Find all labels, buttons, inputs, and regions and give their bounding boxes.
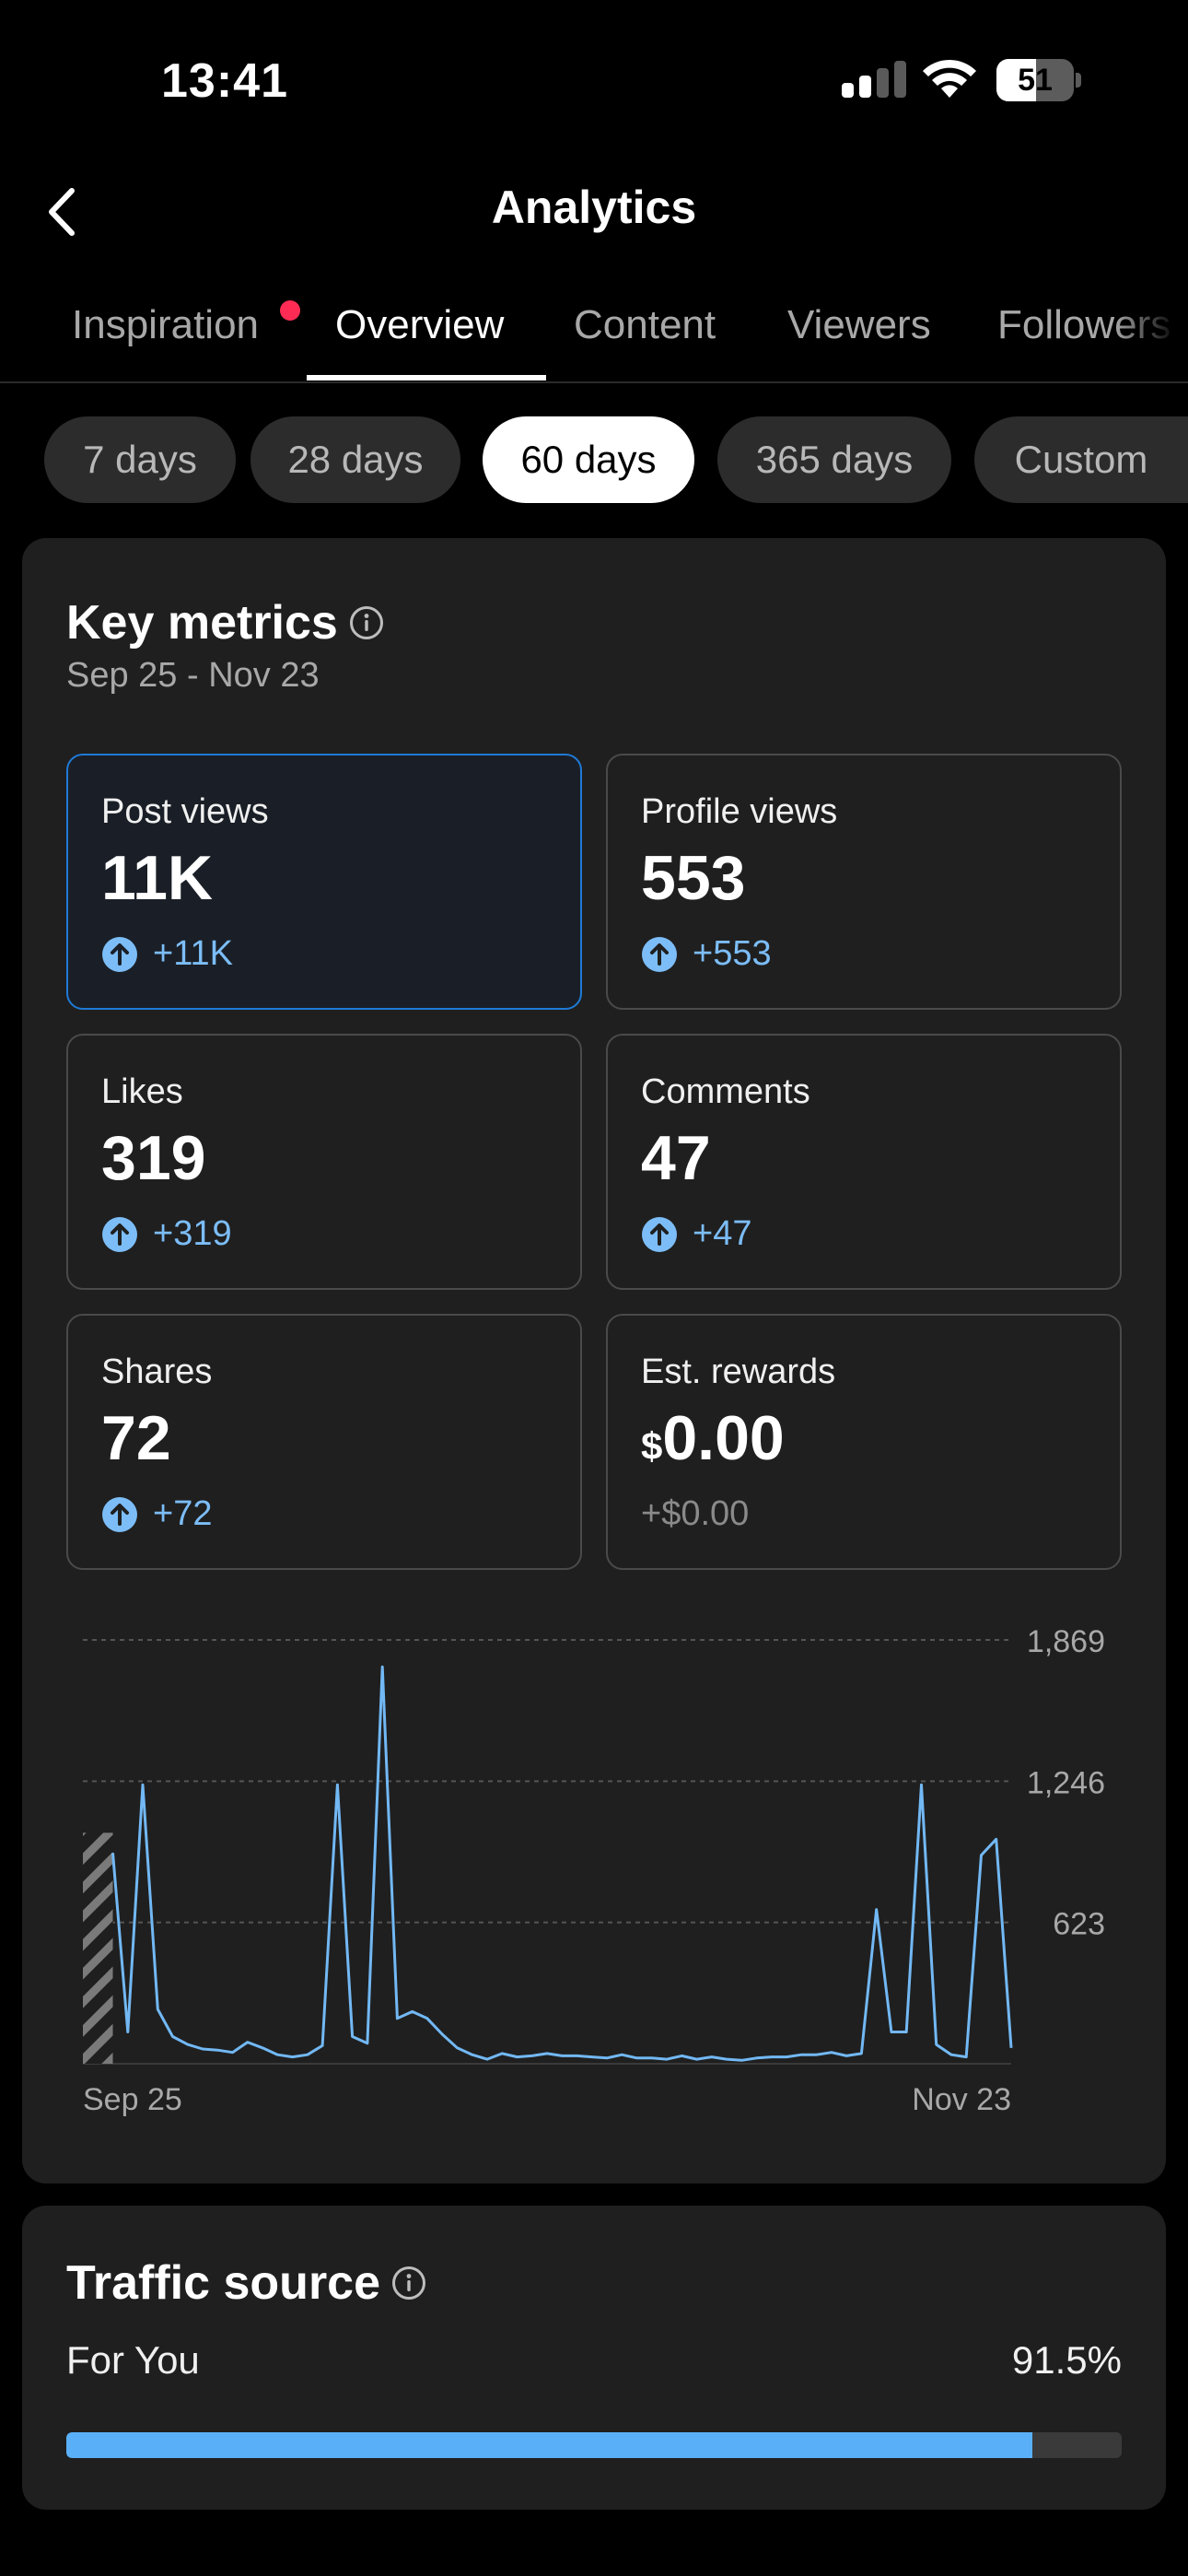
chart-y-tick-label: 623 bbox=[1053, 1907, 1105, 1942]
tab-overview[interactable]: Overview bbox=[335, 302, 505, 347]
chart-y-tick-label: 1,869 bbox=[1027, 1624, 1105, 1659]
metric-shares[interactable]: Shares 72 +72 bbox=[66, 1314, 582, 1570]
notification-dot bbox=[280, 300, 300, 321]
active-tab-indicator bbox=[307, 375, 546, 381]
post-views-chart: 1,869 1,246 623 Sep 25 Nov 23 bbox=[83, 1624, 1105, 2117]
metric-delta: +553 bbox=[641, 934, 772, 974]
metric-est-rewards[interactable]: Est. rewards $0.00 +$0.00 bbox=[606, 1314, 1122, 1570]
metric-delta: +11K bbox=[101, 934, 233, 974]
info-icon[interactable] bbox=[390, 2265, 427, 2301]
range-custom[interactable]: Custom bbox=[974, 416, 1188, 503]
traffic-source-bar bbox=[66, 2432, 1122, 2458]
metric-delta: +$0.00 bbox=[641, 1494, 749, 1534]
range-365-days[interactable]: 365 days bbox=[717, 416, 951, 503]
chart-y-tick-label: 1,246 bbox=[1027, 1765, 1105, 1800]
page-title: Analytics bbox=[491, 181, 697, 233]
metric-label: Likes bbox=[101, 1072, 183, 1111]
status-bar: 13:41 51 bbox=[0, 0, 1188, 157]
key-metrics-card: Key metrics Sep 25 - Nov 23 Post views 1… bbox=[22, 538, 1166, 2184]
key-metrics-title: Key metrics bbox=[66, 596, 338, 650]
range-28-days[interactable]: 28 days bbox=[250, 416, 460, 503]
metric-comments[interactable]: Comments 47 +47 bbox=[606, 1034, 1122, 1290]
traffic-source-card: Traffic source For You 91.5% bbox=[22, 2206, 1166, 2510]
tabs-fade bbox=[1114, 267, 1188, 369]
metric-label: Est. rewards bbox=[641, 1352, 836, 1391]
metric-value: $0.00 bbox=[641, 1402, 785, 1474]
metric-delta-text: +$0.00 bbox=[641, 1494, 750, 1533]
info-icon[interactable] bbox=[348, 604, 385, 641]
metric-value: 72 bbox=[101, 1403, 171, 1473]
traffic-source-title: Traffic source bbox=[66, 2256, 381, 2310]
metric-value: 319 bbox=[101, 1123, 206, 1193]
tab-content[interactable]: Content bbox=[574, 302, 716, 347]
metric-label: Post views bbox=[101, 792, 269, 831]
metric-delta-text: +72 bbox=[153, 1494, 213, 1533]
metric-delta-text: +319 bbox=[153, 1214, 232, 1253]
chart-no-data-region bbox=[83, 1832, 113, 2064]
metric-delta-text: +47 bbox=[693, 1214, 752, 1253]
metric-post-views[interactable]: Post views 11K +11K bbox=[66, 754, 582, 1010]
date-range: Sep 25 - Nov 23 bbox=[66, 656, 320, 695]
metric-delta-text: +11K bbox=[153, 934, 233, 973]
currency-symbol: $ bbox=[641, 1424, 663, 1468]
range-60-days[interactable]: 60 days bbox=[483, 416, 694, 503]
metric-value: 553 bbox=[641, 843, 746, 913]
metric-likes[interactable]: Likes 319 +319 bbox=[66, 1034, 582, 1290]
traffic-source-label: For You bbox=[66, 2338, 200, 2382]
metric-label: Profile views bbox=[641, 792, 838, 831]
arrow-up-circle-icon bbox=[102, 936, 137, 972]
metric-delta-text: +553 bbox=[693, 934, 772, 973]
metric-delta: +72 bbox=[101, 1494, 212, 1534]
wifi-icon bbox=[923, 59, 976, 98]
battery-icon: 51 bbox=[996, 59, 1081, 101]
range-7-days[interactable]: 7 days bbox=[44, 416, 236, 503]
metric-delta: +47 bbox=[641, 1214, 751, 1254]
metric-value-number: 0.00 bbox=[662, 1403, 785, 1473]
arrow-up-circle-icon bbox=[102, 1496, 137, 1532]
arrow-up-circle-icon bbox=[642, 1216, 677, 1252]
metric-label: Shares bbox=[101, 1352, 213, 1391]
traffic-source-value: 91.5% bbox=[1011, 2338, 1122, 2382]
cellular-signal-icon bbox=[842, 61, 906, 98]
chart-x-label-start: Sep 25 bbox=[83, 2082, 182, 2117]
metric-label: Comments bbox=[641, 1072, 810, 1111]
battery-level: 51 bbox=[1018, 63, 1053, 98]
metric-value: 11K bbox=[101, 843, 213, 913]
back-button[interactable] bbox=[37, 180, 92, 244]
tab-viewers[interactable]: Viewers bbox=[787, 302, 931, 347]
tab-inspiration[interactable]: Inspiration bbox=[72, 302, 260, 347]
chart-x-label-end: Nov 23 bbox=[912, 2082, 1011, 2117]
metric-delta: +319 bbox=[101, 1214, 232, 1254]
chart-series-line bbox=[111, 1665, 1013, 2062]
arrow-up-circle-icon bbox=[102, 1216, 137, 1252]
metric-value: 47 bbox=[641, 1123, 711, 1193]
tab-bar: Inspiration Overview Content Viewers Fol… bbox=[0, 276, 1188, 383]
traffic-source-bar-fill bbox=[66, 2432, 1032, 2458]
arrow-up-circle-icon bbox=[642, 936, 677, 972]
status-time: 13:41 bbox=[161, 54, 288, 108]
metric-profile-views[interactable]: Profile views 553 +553 bbox=[606, 754, 1122, 1010]
